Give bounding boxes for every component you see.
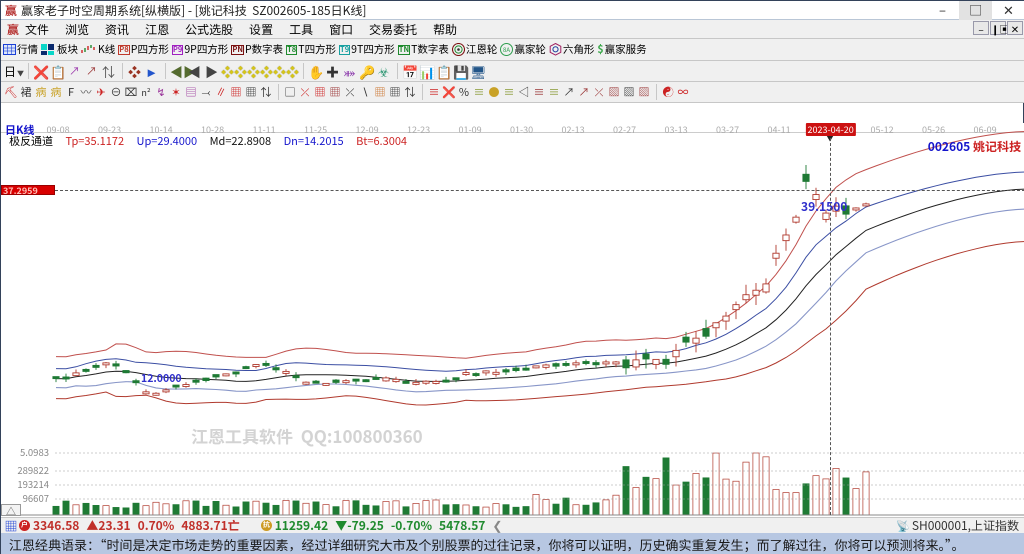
- svg-text:193214: 193214: [17, 477, 49, 491]
- svg-text:289822: 289822: [17, 463, 49, 477]
- svg-text:8A: 8A: [503, 45, 510, 54]
- svg-text:5.0983: 5.0983: [20, 445, 49, 459]
- svg-text:96607: 96607: [23, 491, 49, 505]
